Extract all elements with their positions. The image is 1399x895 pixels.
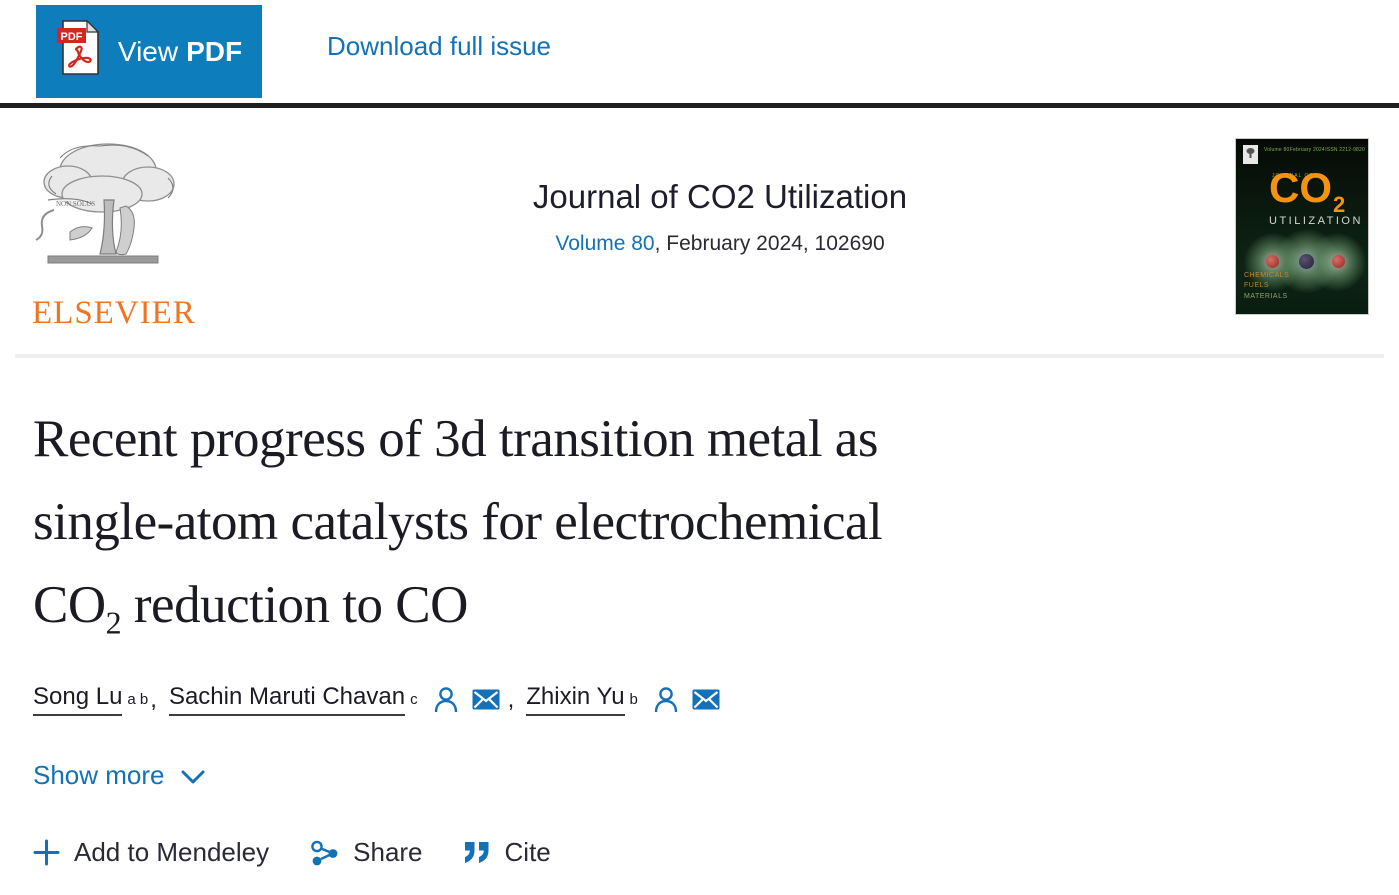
show-more-button[interactable]: Show more [33,760,205,791]
author-profile-icon[interactable] [654,686,678,713]
share-button[interactable]: Share [309,837,423,868]
elsevier-wordmark: ELSEVIER [32,295,196,331]
journal-header: NON SOLUS ELSEVIER Journal of CO2 Utiliz… [0,108,1399,344]
author-separator: , [150,685,157,713]
cover-co2-title: CO2 [1269,164,1346,217]
author-link-sachin-maruti-chavan[interactable]: Sachin Maruti Chavan [168,683,406,716]
journal-cover-thumbnail[interactable]: Volume 80 February 2024 ISSN 2212-9820 J… [1235,138,1369,315]
author-profile-icon[interactable] [434,686,458,713]
share-icon [309,838,339,868]
author-list: Song Lu a b , Sachin Maruti Chavan c , Z… [33,683,1369,716]
article-title-line2: single-atom catalysts for electrochemica… [33,493,883,551]
issue-date-text: , February 2024, 102690 [654,232,885,255]
view-pdf-label: View [117,35,179,67]
article-title: Recent progress of 3d transition metal a… [33,398,1369,647]
view-pdf-label-bold: PDF [186,35,243,67]
view-pdf-button[interactable]: PDF View PDF [36,5,262,98]
issue-line: Volume 80, February 2024, 102690 [205,232,1235,256]
cite-quote-icon [463,840,491,865]
cover-meta-row: Volume 80 February 2024 ISSN 2212-9820 [1264,147,1365,153]
download-full-issue-link[interactable]: Download full issue [327,31,552,61]
author-affiliation-sup: a b [127,691,149,708]
add-to-mendeley-button[interactable]: Add to Mendeley [33,837,269,868]
add-to-mendeley-label: Add to Mendeley [74,837,270,867]
show-more-label: Show more [33,760,165,790]
author-affiliation-sup: b [629,691,638,708]
elsevier-logo[interactable]: NON SOLUS ELSEVIER [30,136,205,332]
top-toolbar: PDF View PDF Download full issue [0,0,1399,108]
author-affiliation-sup: c [410,691,418,708]
svg-text:PDF: PDF [60,31,82,43]
author-email-icon[interactable] [692,689,720,710]
volume-link[interactable]: Volume 80 [555,232,655,255]
header-divider [15,354,1384,358]
journal-title-link[interactable]: Journal of CO2 Utilization [532,178,908,215]
article-title-line3: CO2 reduction to CO [33,576,468,641]
cover-journal-of: JOURNAL OF [1272,173,1314,179]
action-toolbar: Add to Mendeley Share Cite [33,837,1369,868]
cite-label: Cite [504,837,551,867]
elsevier-tree-icon: NON SOLUS [35,143,175,264]
plus-icon [33,839,60,866]
pdf-file-icon: PDF [56,19,102,84]
article-title-line1: Recent progress of 3d transition metal a… [33,410,878,468]
author-separator: , [507,685,515,713]
journal-info: Journal of CO2 Utilization Volume 80, Fe… [205,136,1235,256]
author-link-song-lu[interactable]: Song Lu [33,683,123,716]
cover-elsevier-mini-logo [1243,145,1258,164]
cite-button[interactable]: Cite [463,837,551,868]
author-link-zhixin-yu[interactable]: Zhixin Yu [526,683,625,716]
author-email-icon[interactable] [472,689,500,710]
chevron-down-icon [181,760,205,791]
share-label: Share [353,837,423,867]
cover-utilization: UTILIZATION [1269,215,1363,227]
non-solus-banner: NON SOLUS [56,200,95,208]
cover-tagline: CHEMICALS FUELS MATERIALS [1244,271,1290,300]
co2-molecule-art [1236,229,1368,295]
